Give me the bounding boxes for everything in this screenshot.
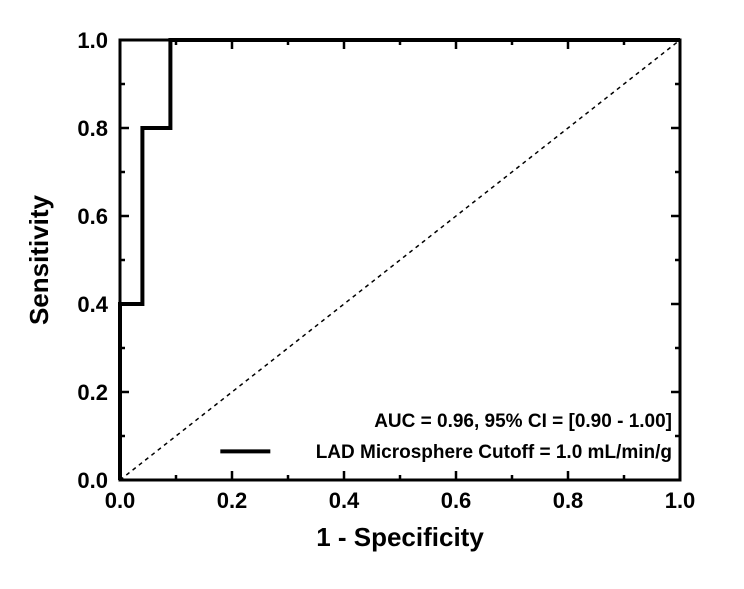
x-tick-label: 0.0: [105, 488, 136, 513]
roc-chart-svg: 0.0 0.2 0.4 0.6 0.8 1.0 0.0 0.2 0.4 0.6 0.8 1.0 1 - …: [0, 0, 744, 589]
roc-chart: 0.0 0.2 0.4 0.6 0.8 1.0 0.0 0.2 0.4 0.6 0.8 1.0 1 - …: [0, 0, 744, 589]
y-tick-label: 0.2: [77, 380, 108, 405]
x-tick-label: 0.8: [553, 488, 584, 513]
y-tick-label: 0.8: [77, 116, 108, 141]
y-tick-label: 0.0: [77, 468, 108, 493]
y-tick-label: 0.6: [77, 204, 108, 229]
x-tick-label: 0.2: [217, 488, 248, 513]
y-tick-label: 0.4: [77, 292, 108, 317]
annotation-auc: AUC = 0.96, 95% CI = [0.90 - 1.00]: [374, 411, 672, 432]
x-tick-label: 1.0: [665, 488, 696, 513]
y-axis-label: Sensitivity: [24, 194, 54, 325]
x-tick-label: 0.6: [441, 488, 472, 513]
annotation-cutoff: LAD Microsphere Cutoff = 1.0 mL/min/g: [316, 442, 672, 463]
x-axis-label: 1 - Specificity: [316, 522, 484, 552]
x-tick-label: 0.4: [329, 488, 360, 513]
y-tick-label: 1.0: [77, 28, 108, 53]
